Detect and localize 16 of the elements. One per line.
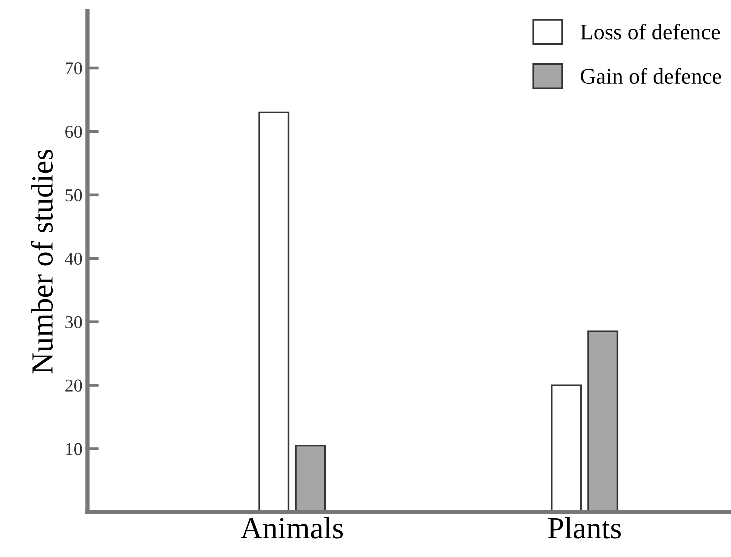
- bar: [295, 444, 326, 512]
- legend-label: Gain of defence: [581, 68, 722, 84]
- y-tick-label: 40: [65, 252, 82, 266]
- bar: [588, 330, 619, 512]
- bar: [258, 112, 290, 512]
- y-tick-label: 70: [66, 62, 82, 75]
- y-tick-label: 10: [66, 443, 82, 456]
- legend-label: Loss of defence: [580, 24, 720, 40]
- y-axis-title: Number of studies: [31, 150, 54, 374]
- x-tick-label: Animals: [240, 517, 344, 539]
- x-tick-label: Plants: [548, 517, 622, 539]
- y-tick-label: 20: [66, 380, 82, 392]
- y-tick-label: 60: [66, 126, 82, 138]
- y-tick-label: 50: [66, 189, 82, 202]
- bar: [551, 384, 582, 512]
- y-tick-label: 30: [66, 316, 82, 329]
